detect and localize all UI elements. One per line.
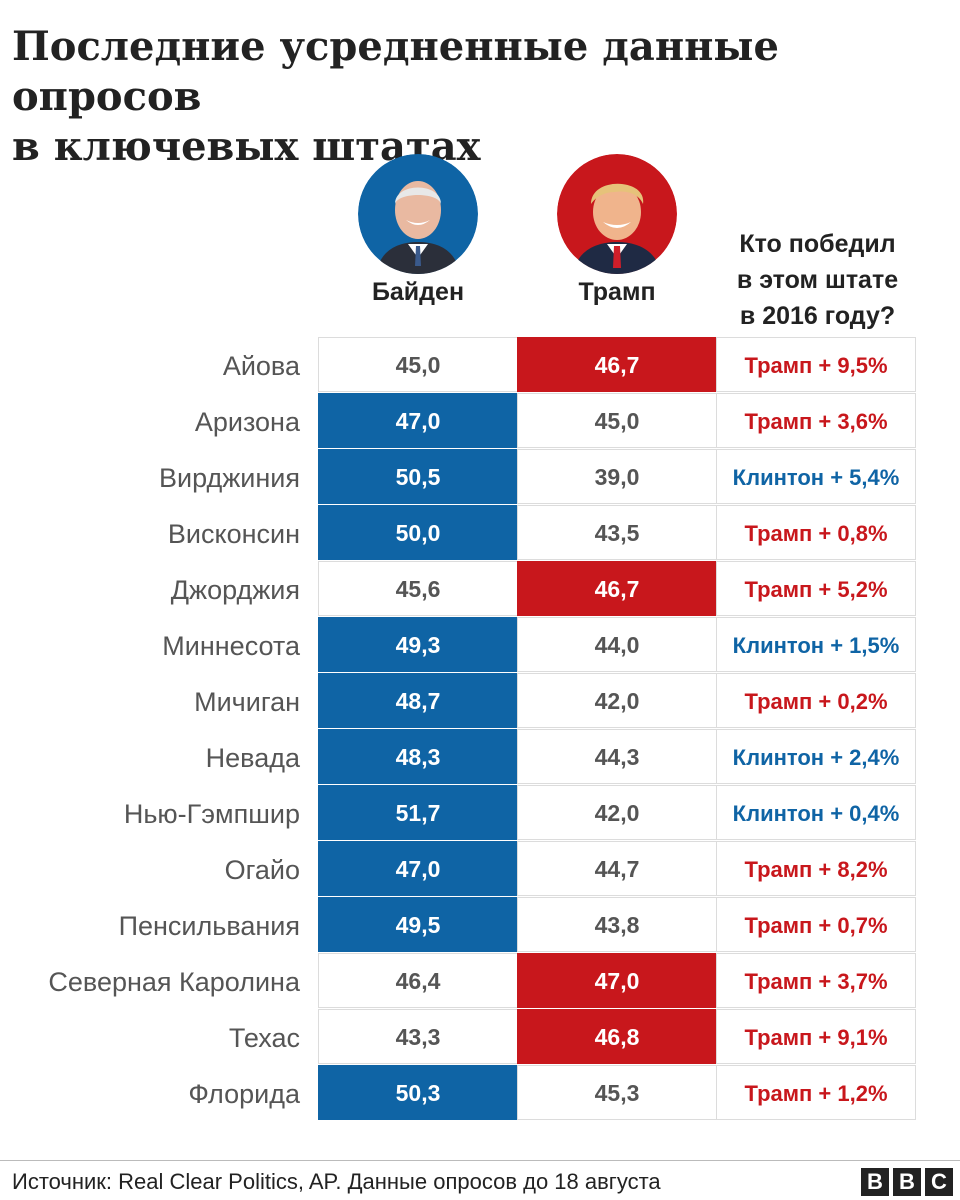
biden-value-cell: 46,4 (318, 953, 518, 1008)
state-label: Айова (222, 351, 300, 381)
state-label: Невада (205, 743, 300, 773)
biden-value-cell: 49,5 (318, 897, 518, 952)
state-label: Мичиган (194, 687, 300, 717)
winner-2016-cell: Клинтон + 1,5% (716, 617, 916, 672)
winner-2016-cell: Клинтон + 5,4% (716, 449, 916, 504)
biden-value-cell: 43,3 (318, 1009, 518, 1064)
winner-2016-cell: Трамп + 9,5% (716, 337, 916, 392)
trump-value-cell: 44,7 (517, 841, 717, 896)
footer-divider (0, 1160, 960, 1161)
table-row: Висконсин 50,0 43,5 Трамп + 0,8% (0, 505, 960, 561)
trump-value-cell: 39,0 (517, 449, 717, 504)
state-label: Огайо (224, 855, 300, 885)
table-row: Огайо 47,0 44,7 Трамп + 8,2% (0, 841, 960, 897)
state-label: Пенсильвания (118, 911, 300, 941)
biden-value-cell: 45,0 (318, 337, 518, 392)
state-label: Висконсин (167, 519, 300, 549)
chart-title: Последние усредненные данные опросов в к… (12, 22, 942, 172)
winner-2016-cell: Трамп + 3,7% (716, 953, 916, 1008)
table-row: Северная Каролина 46,4 47,0 Трамп + 3,7% (0, 953, 960, 1009)
trump-value-cell: 43,8 (517, 897, 717, 952)
winner-header-line-2: в этом штате (736, 266, 899, 294)
biden-value-cell: 50,5 (318, 449, 518, 504)
state-label: Нью-Гэмпшир (123, 799, 300, 829)
winner-2016-cell: Трамп + 5,2% (716, 561, 916, 616)
winner-2016-cell: Трамп + 0,8% (716, 505, 916, 560)
title-line-2: в ключевых штатах (12, 123, 481, 170)
state-label: Аризона (194, 407, 300, 437)
title-line-1: Последние усредненные данные опросов (12, 23, 779, 120)
winner-2016-cell: Трамп + 0,7% (716, 897, 916, 952)
biden-value-cell: 50,3 (318, 1065, 518, 1120)
trump-value-cell: 45,3 (517, 1065, 717, 1120)
biden-value-cell: 51,7 (318, 785, 518, 840)
bbc-logo-block-2: B (893, 1168, 921, 1196)
table-row: Флорида 50,3 45,3 Трамп + 1,2% (0, 1065, 960, 1121)
trump-value-cell: 46,7 (517, 337, 717, 392)
trump-value-cell: 46,8 (517, 1009, 717, 1064)
trump-value-cell: 42,0 (517, 673, 717, 728)
bbc-logo: B B C (861, 1168, 953, 1196)
winner-2016-cell: Трамп + 0,2% (716, 673, 916, 728)
bbc-logo-block-1: B (861, 1168, 889, 1196)
table-row: Вирджиния 50,5 39,0 Клинтон + 5,4% (0, 449, 960, 505)
trump-value-cell: 44,3 (517, 729, 717, 784)
winner-2016-cell: Трамп + 8,2% (716, 841, 916, 896)
biden-value-cell: 45,6 (318, 561, 518, 616)
trump-value-cell: 45,0 (517, 393, 717, 448)
winner-header-line-1: Кто победил (739, 230, 896, 258)
table-row: Техас 43,3 46,8 Трамп + 9,1% (0, 1009, 960, 1065)
table-row: Невада 48,3 44,3 Клинтон + 2,4% (0, 729, 960, 785)
state-label: Миннесота (162, 631, 300, 661)
trump-portrait (557, 154, 677, 274)
trump-value-cell: 42,0 (517, 785, 717, 840)
source-note: Источник: Real Clear Politics, AP. Данны… (12, 1169, 661, 1194)
trump-value-cell: 44,0 (517, 617, 717, 672)
winner-2016-cell: Клинтон + 2,4% (716, 729, 916, 784)
winner-2016-column-header: Кто победил в этом штате в 2016 году? (700, 226, 935, 334)
biden-value-cell: 48,7 (318, 673, 518, 728)
state-label: Вирджиния (159, 463, 300, 493)
winner-2016-cell: Трамп + 3,6% (716, 393, 916, 448)
state-label: Флорида (188, 1079, 300, 1109)
biden-value-cell: 47,0 (318, 393, 518, 448)
winner-2016-cell: Клинтон + 0,4% (716, 785, 916, 840)
winner-2016-cell: Трамп + 9,1% (716, 1009, 916, 1064)
trump-column-header: Трамп (578, 278, 656, 306)
winner-header-line-3: в 2016 году? (739, 302, 896, 330)
state-label: Техас (228, 1023, 300, 1053)
table-row: Пенсильвания 49,5 43,8 Трамп + 0,7% (0, 897, 960, 953)
table-row: Мичиган 48,7 42,0 Трамп + 0,2% (0, 673, 960, 729)
table-row: Миннесота 49,3 44,0 Клинтон + 1,5% (0, 617, 960, 673)
biden-value-cell: 47,0 (318, 841, 518, 896)
biden-value-cell: 50,0 (318, 505, 518, 560)
biden-column-header: Байден (371, 278, 465, 306)
trump-value-cell: 46,7 (517, 561, 717, 616)
trump-value-cell: 47,0 (517, 953, 717, 1008)
poll-table: Айова 45,0 46,7 Трамп + 9,5% Аризона 47,0 45,0… (0, 337, 960, 1121)
table-row: Нью-Гэмпшир 51,7 42,0 Клинтон + 0,4% (0, 785, 960, 841)
biden-portrait (358, 154, 478, 274)
table-row: Джорджия 45,6 46,7 Трамп + 5,2% (0, 561, 960, 617)
table-row: Аризона 47,0 45,0 Трамп + 3,6% (0, 393, 960, 449)
winner-2016-cell: Трамп + 1,2% (716, 1065, 916, 1120)
bbc-logo-block-3: C (925, 1168, 953, 1196)
biden-value-cell: 48,3 (318, 729, 518, 784)
biden-value-cell: 49,3 (318, 617, 518, 672)
table-row: Айова 45,0 46,7 Трамп + 9,5% (0, 337, 960, 393)
trump-value-cell: 43,5 (517, 505, 717, 560)
state-label: Северная Каролина (48, 967, 300, 997)
state-label: Джорджия (170, 575, 300, 605)
